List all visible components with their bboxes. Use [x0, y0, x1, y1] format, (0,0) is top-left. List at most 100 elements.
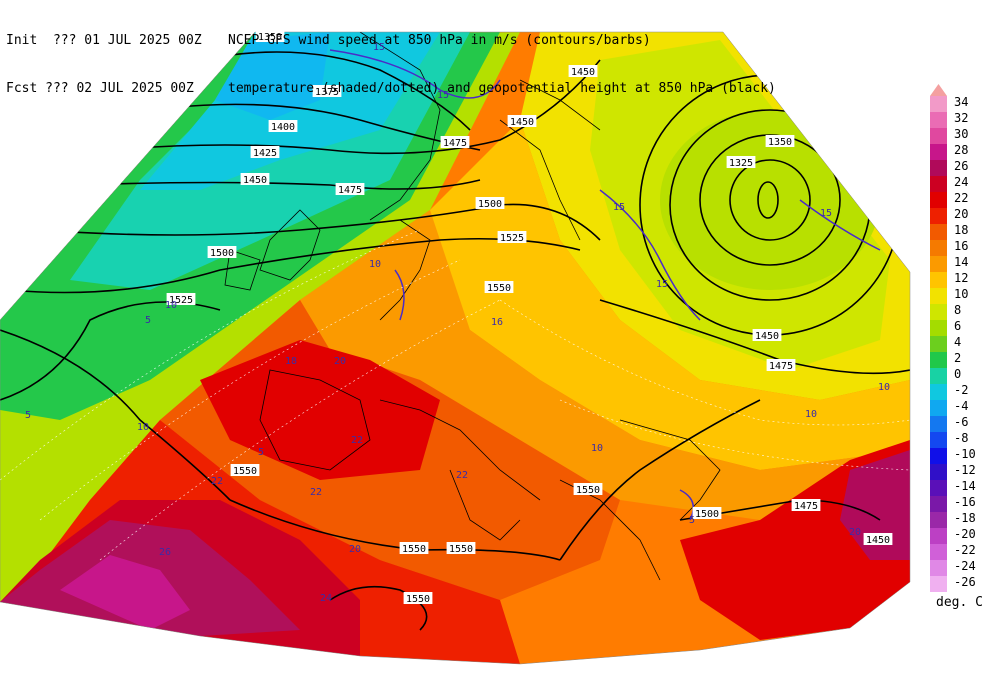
- colorbar-label: 2: [954, 351, 962, 365]
- colorbar-label: 10: [954, 287, 969, 301]
- wind-label: 22: [351, 435, 363, 446]
- wind-label: 24: [320, 593, 332, 604]
- colorbar-label: -24: [954, 559, 976, 573]
- height-label-text: 1450: [866, 535, 890, 546]
- colorbar-swatch: [930, 432, 947, 448]
- wind-label: 10: [805, 409, 817, 420]
- wind-label: 15: [613, 202, 625, 213]
- wind-label: 5: [689, 515, 695, 526]
- height-label: 1550: [446, 542, 476, 555]
- height-label: 1550: [484, 281, 514, 294]
- colorbar-top-arrow: [930, 84, 947, 96]
- wind-label: 20: [334, 356, 346, 367]
- height-label-text: 1475: [794, 501, 818, 512]
- colorbar-swatch: [930, 128, 947, 144]
- colorbar-swatch: [930, 368, 947, 384]
- wind-label: 20: [849, 527, 861, 538]
- wind-label-text: 15: [373, 42, 385, 53]
- height-label: 1450: [507, 115, 537, 128]
- height-label: 1500: [207, 246, 237, 259]
- colorbar-swatch: [930, 304, 947, 320]
- height-label: 1475: [440, 136, 470, 149]
- wind-label-text: 10: [165, 300, 177, 311]
- colorbar: 34 32 30 28 26 24 22 20 18 16 14 12 10 8 6 4 2 0 -2 -4 -6 -8-…: [930, 84, 1000, 606]
- colorbar-label: 8: [954, 303, 962, 317]
- colorbar-label: 24: [954, 175, 969, 189]
- height-label-text: 1500: [210, 248, 234, 259]
- height-label-text: 1550: [233, 466, 257, 477]
- height-label-text: 1475: [769, 361, 793, 372]
- wind-label: 15: [373, 42, 385, 53]
- wind-label: 15: [820, 208, 832, 219]
- wind-label-text: 15: [613, 202, 625, 213]
- height-label: 1425: [250, 146, 280, 159]
- wind-label-text: 22: [351, 435, 363, 446]
- colorbar-label: 16: [954, 239, 969, 253]
- wind-label-text: 22: [456, 470, 468, 481]
- title-line-1: NCEP GFS wind speed at 850 hPa in m/s (c…: [228, 33, 651, 48]
- colorbar-label: 30: [954, 127, 969, 141]
- height-label-text: 1500: [478, 199, 502, 210]
- wind-label-text: 5: [25, 410, 31, 421]
- forecast-time: Fcst ??? 02 JUL 2025 00Z: [6, 81, 194, 96]
- wind-label: 15: [437, 90, 449, 101]
- height-label: 1450: [863, 533, 893, 546]
- colorbar-swatch: [930, 192, 947, 208]
- height-label: 1550: [230, 464, 260, 477]
- height-label: 1375: [312, 85, 342, 98]
- wind-label-text: 10: [369, 259, 381, 270]
- height-label-text: 1325: [729, 158, 753, 169]
- wind-label-text: 16: [491, 317, 503, 328]
- colorbar-swatch: [930, 336, 947, 352]
- colorbar-swatch: [930, 256, 947, 272]
- height-label: 1350: [765, 135, 795, 148]
- height-label-text: 1525: [500, 233, 524, 244]
- colorbar-swatch: [930, 464, 947, 480]
- wind-label-text: 22: [211, 476, 223, 487]
- height-label-text: 1550: [576, 485, 600, 496]
- colorbar-swatch: [930, 240, 947, 256]
- colorbar-swatch: [930, 416, 947, 432]
- height-label-text: 1550: [449, 544, 473, 555]
- wind-label-text: 26: [159, 547, 171, 558]
- height-label-text: 1500: [695, 509, 719, 520]
- height-label-text: 1450: [510, 117, 534, 128]
- height-label: 1475: [791, 499, 821, 512]
- height-label: 1500: [692, 507, 722, 520]
- height-label-text: 1375: [315, 87, 339, 98]
- colorbar-swatch: [930, 208, 947, 224]
- height-label: 1450: [568, 65, 598, 78]
- colorbar-label: -8: [954, 431, 969, 445]
- height-label-text: 1350: [258, 32, 282, 43]
- colorbar-swatch: [930, 272, 947, 288]
- colorbar-label: 18: [954, 223, 969, 237]
- colorbar-units: deg. C: [936, 595, 983, 610]
- wind-label-text: 10: [805, 409, 817, 420]
- height-label: 1525: [166, 293, 196, 306]
- colorbar-label: -6: [954, 415, 969, 429]
- wind-label: 26: [159, 547, 171, 558]
- height-label-text: 1350: [768, 137, 792, 148]
- wind-label-text: 20: [849, 527, 861, 538]
- colorbar-label: -2: [954, 383, 969, 397]
- colorbar-swatch: [930, 480, 947, 496]
- wind-label-text: 10: [878, 382, 890, 393]
- isotherms: [0, 229, 910, 561]
- height-label: 1350: [255, 30, 285, 43]
- colorbar-label: 20: [954, 207, 969, 221]
- colorbar-label: 26: [954, 159, 969, 173]
- wind-label: 5: [258, 447, 264, 458]
- colorbar-label: 28: [954, 143, 969, 157]
- wind-label: 16: [491, 317, 503, 328]
- colorbar-swatch: [930, 176, 947, 192]
- colorbar-label: 0: [954, 367, 962, 381]
- wind-label: 15: [656, 279, 668, 290]
- wind-label: 10: [137, 422, 149, 433]
- height-label-text: 1550: [406, 594, 430, 605]
- height-label-text: 1550: [487, 283, 511, 294]
- colorbar-label: -10: [954, 447, 976, 461]
- height-label: 1450: [752, 329, 782, 342]
- colorbar-label: 22: [954, 191, 969, 205]
- colorbar-swatch: [930, 224, 947, 240]
